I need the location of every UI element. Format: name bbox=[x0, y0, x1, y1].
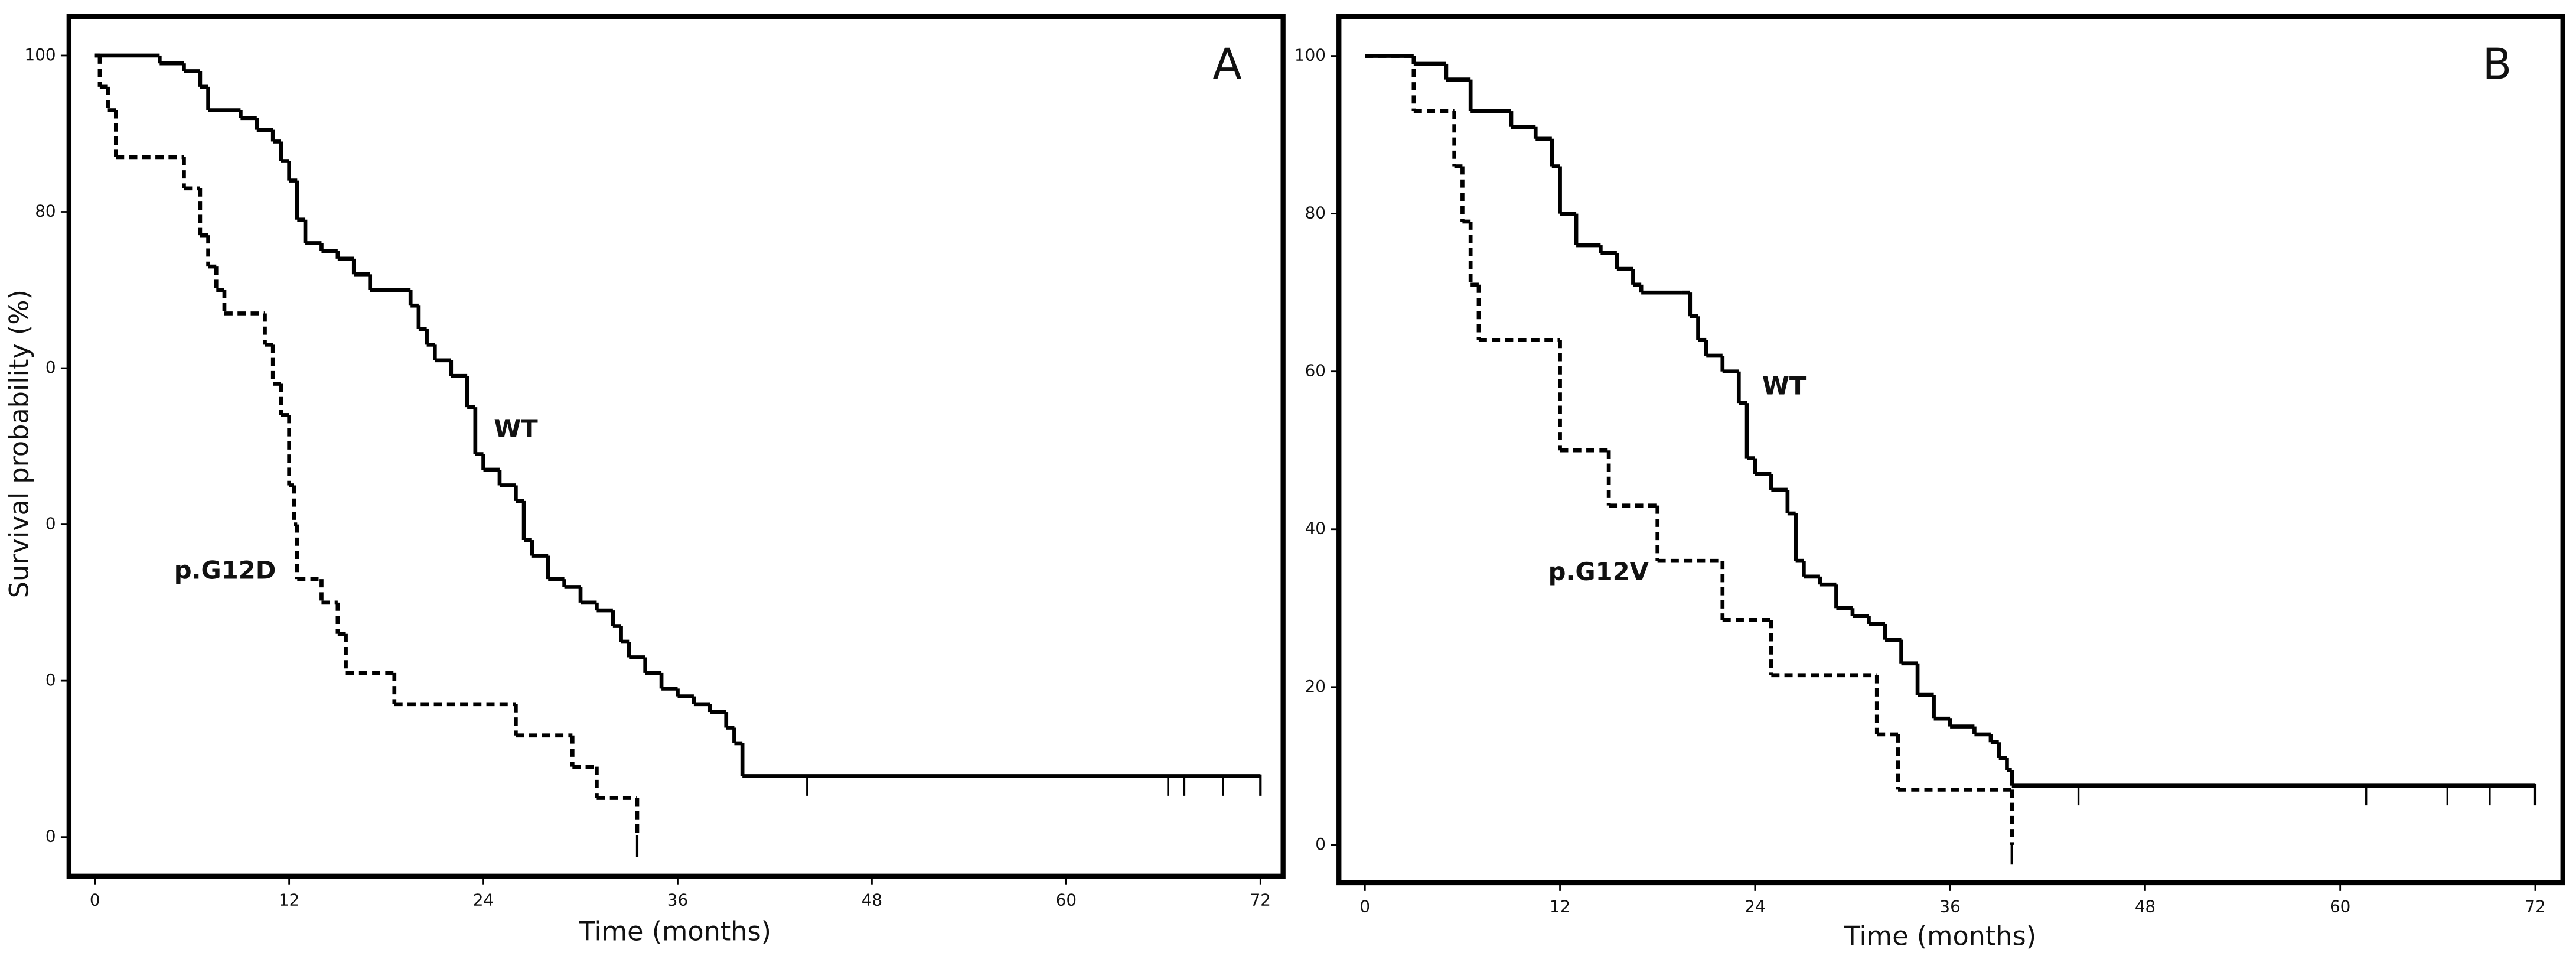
y-tick-label: 40 bbox=[1305, 519, 1326, 538]
x-tick-label: 0 bbox=[1359, 897, 1370, 916]
y-tick-label: 20 bbox=[1305, 677, 1326, 696]
x-tick-label: 60 bbox=[1056, 890, 1077, 910]
x-tick-label: 72 bbox=[2525, 897, 2545, 916]
y-tick-label: 100 bbox=[25, 45, 56, 64]
x-tick-label: 24 bbox=[473, 890, 494, 910]
x-tick-label: 24 bbox=[1744, 897, 1765, 916]
x-tick-label: 12 bbox=[1550, 897, 1570, 916]
x-tick-label: 36 bbox=[1939, 897, 1960, 916]
panel-label: B bbox=[2483, 40, 2512, 90]
plot-frame bbox=[1336, 14, 2565, 886]
panel-label: A bbox=[1212, 40, 1241, 90]
y-tick-label: 0 bbox=[45, 514, 56, 534]
x-axis-label: Time (months) bbox=[579, 916, 771, 947]
y-tick-label: 0 bbox=[45, 827, 56, 846]
y-tick-label: 60 bbox=[1305, 361, 1326, 381]
y-tick-label: 80 bbox=[35, 201, 56, 221]
x-tick-label: 48 bbox=[2135, 897, 2156, 916]
y-tick-label: 0 bbox=[45, 670, 56, 690]
plot-frame bbox=[66, 14, 1286, 879]
y-tick-label: 80 bbox=[1305, 203, 1326, 223]
x-tick-label: 12 bbox=[279, 890, 299, 910]
x-tick-label: 48 bbox=[862, 890, 882, 910]
y-tick-label: 0 bbox=[1315, 834, 1326, 854]
x-axis-label: Time (months) bbox=[1844, 922, 2036, 952]
y-axis-label: Survival probability (%) bbox=[4, 290, 34, 598]
series-label: p.G12V bbox=[1548, 557, 1649, 586]
y-tick-label: 0 bbox=[45, 357, 56, 377]
series-label: WT bbox=[494, 414, 538, 443]
x-tick-label: 0 bbox=[90, 890, 100, 910]
x-tick-label: 36 bbox=[667, 890, 688, 910]
y-tick-label: 100 bbox=[1294, 45, 1326, 65]
series-label: WT bbox=[1762, 372, 1807, 401]
x-tick-label: 60 bbox=[2330, 897, 2350, 916]
series-label: p.G12D bbox=[174, 555, 276, 584]
x-tick-label: 72 bbox=[1250, 890, 1271, 910]
